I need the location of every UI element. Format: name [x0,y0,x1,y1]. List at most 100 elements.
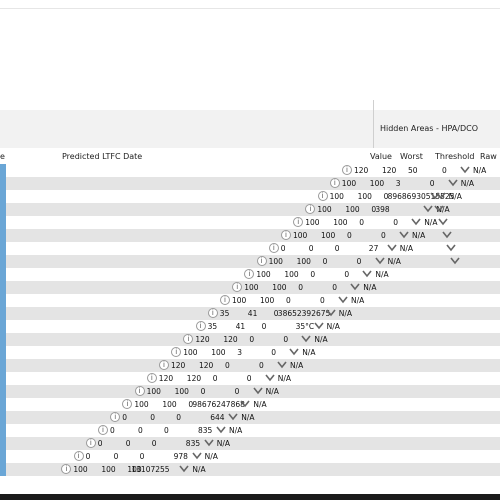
info-circle-icon: i [61,464,72,474]
chevron-down-icon [240,399,251,409]
raw-cell: 835 [198,426,213,435]
raw-cell: 0 [344,270,350,279]
predicted-date-cell: N/A [277,374,292,383]
chevron-down-icon [289,347,299,357]
threshold-cell: 0 [200,387,206,396]
table-row[interactable]: i 0 0 0 644 N/A [0,411,500,424]
table-row[interactable]: i 100 100 0 398 N/A [0,203,500,216]
chevron-down-icon [374,256,385,266]
chevron-down-icon [442,230,452,240]
info-circle-icon: i [171,347,182,357]
chevron-down-icon [423,204,434,214]
threshold-cell: 0 [286,296,291,305]
table-row[interactable]: i 100 100 0 0 N/A [0,216,500,229]
predicted-date-cell: N/A [241,413,255,422]
info-circle-icon: i [122,399,133,409]
row-accent-strip [0,190,6,203]
hidden-areas-title: Hidden Areas - HPA/DCO [379,124,478,133]
table-row[interactable]: i 35 41 0 35°C N/A [0,320,500,333]
worst-cell: 100 [162,400,177,409]
bottom-edge [0,494,500,500]
threshold-cell: 0 [273,309,279,318]
table-row[interactable]: i 100 100 0 98676247868 N/A [0,398,500,411]
value-cell: 100 [256,270,271,279]
table-row[interactable]: i 0 0 0 835 N/A [0,437,500,450]
raw-hex-cell: 98676247868 [192,400,245,409]
threshold-cell: 3 [237,348,242,357]
column-header-predicted-ltfc-date[interactable]: Predicted LTFC Date [62,152,143,161]
worst-cell: 100 [321,231,336,240]
predicted-date-cell: N/A [436,205,450,214]
panel-splitter[interactable] [373,100,374,148]
table-row[interactable]: i 120 120 0 0 N/A [0,333,500,346]
table-row[interactable]: i 100 100 0 0 N/A [0,229,500,242]
raw-cell: 0 [271,348,276,357]
row-accent-strip [0,320,6,333]
predicted-date-cell: N/A [253,400,267,409]
info-circle-icon: i [305,204,316,214]
raw-cell: 35°C [295,322,315,331]
predicted-date-cell: N/A [302,348,316,357]
table-row[interactable]: i 0 0 0 27 N/A [0,242,500,255]
value-cell: 100 [305,218,320,227]
column-header-fragment[interactable]: e [0,152,5,161]
worst-cell: 0 [113,452,119,461]
info-circle-icon: i [244,269,255,279]
column-header-worst[interactable]: Worst [400,152,423,161]
chevron-down-icon [204,438,214,448]
row-accent-strip [0,307,6,320]
table-row[interactable]: i 100 100 3 0 N/A [0,346,500,359]
table-row[interactable]: i 120 120 0 0 N/A [0,359,500,372]
chevron-down-icon [350,282,360,292]
threshold-cell: 50 [408,166,418,175]
predicted-date-cell: N/A [229,426,243,435]
chevron-down-icon [216,425,226,435]
worst-cell: 0 [308,244,314,253]
threshold-cell: 0 [188,400,194,409]
column-header-threshold[interactable]: Threshold [435,152,475,161]
value-cell: 100 [73,465,88,474]
value-cell: 100 [268,257,283,266]
table-row[interactable]: i 120 120 50 0 N/A [0,164,500,177]
row-accent-strip [0,203,6,216]
value-cell: 120 [354,166,369,175]
raw-cell: 0 [283,335,289,344]
predicted-date-cell: N/A [387,257,401,266]
row-accent-strip [0,359,6,372]
row-accent-strip [0,229,6,242]
predicted-date-cell: N/A [204,452,218,461]
chevron-down-icon [326,308,336,318]
chevron-down-icon [438,217,448,227]
table-row[interactable]: i 0 0 0 978 N/A [0,450,500,463]
predicted-date-cell: N/A [448,192,462,201]
raw-cell: 0 [429,179,435,188]
chevron-down-icon [450,256,460,266]
chevron-down-icon [252,386,263,396]
table-row[interactable]: i 100 100 3 0 N/A [0,177,500,190]
column-header-value[interactable]: Value [370,152,392,161]
table-row[interactable]: i 35 41 0 38652392675 N/A [0,307,500,320]
chevron-down-icon [446,243,456,253]
predicted-date-cell: N/A [192,465,206,474]
worst-cell: 120 [223,335,238,344]
column-header-raw[interactable]: Raw [480,152,497,161]
table-row[interactable]: i 100 100 0 0 N/A [0,268,500,281]
table-row[interactable]: i 100 100 0 89686930515525 N/A [0,190,500,203]
info-circle-icon: i [293,217,304,227]
table-row[interactable]: i 100 100 0 0 N/A [0,385,500,398]
value-cell: 35 [207,322,218,331]
table-row[interactable]: i 100 100 0 0 N/A [0,294,500,307]
table-row[interactable]: i 0 0 0 835 N/A [0,424,500,437]
threshold-cell: 0 [322,257,328,266]
info-circle-icon: i [183,334,194,344]
table-row[interactable]: i 100 100 100 13107255 N/A [0,463,500,476]
row-accent-strip [0,346,6,359]
info-circle-icon: i [207,308,218,318]
predicted-date-cell: N/A [412,231,426,240]
worst-cell: 0 [138,426,143,435]
row-accent-strip [0,450,6,463]
table-row[interactable]: i 100 100 0 0 N/A [0,281,500,294]
table-row[interactable]: i 120 120 0 0 N/A [0,372,500,385]
table-row[interactable]: i 100 100 0 0 N/A [0,255,500,268]
row-accent-strip [0,372,6,385]
